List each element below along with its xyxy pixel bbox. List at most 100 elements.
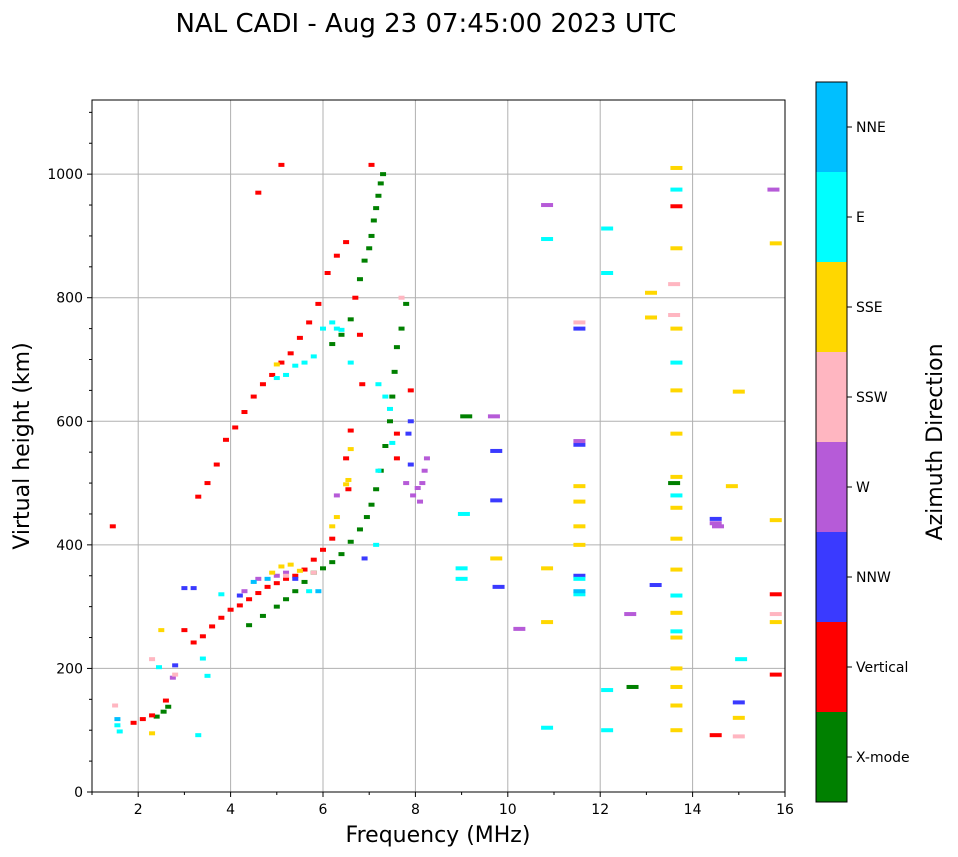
- point-e: [333, 326, 340, 331]
- colorbar-label-w: W: [856, 480, 870, 496]
- point-e: [320, 326, 326, 331]
- point-sse: [670, 610, 683, 615]
- point-ssw: [172, 672, 179, 677]
- point-e: [670, 493, 683, 498]
- point-vertical: [359, 382, 366, 387]
- point-ssw: [310, 570, 317, 575]
- point-vertical: [769, 592, 782, 597]
- point-ssw: [112, 703, 119, 708]
- point-x-mode: [386, 419, 393, 424]
- point-sse: [670, 505, 683, 510]
- point-nnw: [490, 448, 503, 453]
- point-nne: [315, 589, 322, 594]
- point-ssw: [149, 657, 156, 662]
- point-e: [347, 360, 354, 365]
- point-x-mode: [370, 218, 377, 223]
- point-sse: [670, 666, 683, 671]
- point-vertical: [310, 557, 317, 562]
- point-sse: [296, 568, 303, 573]
- point-vertical: [232, 425, 239, 430]
- x-axis: 2 4 6 8 10 12 14 16: [91, 792, 794, 818]
- point-vertical: [199, 634, 206, 639]
- point-e: [199, 656, 206, 661]
- point-nnw: [573, 573, 586, 578]
- point-vertical: [301, 567, 308, 572]
- colorbar-segment-sse: [816, 262, 847, 352]
- point-vertical: [190, 640, 197, 645]
- point-vertical: [162, 698, 169, 703]
- point-sse: [490, 556, 503, 561]
- point-w: [513, 626, 526, 631]
- point-w: [417, 499, 424, 504]
- point-vertical: [292, 573, 299, 578]
- point-sse: [670, 431, 683, 436]
- point-sse: [273, 362, 280, 367]
- point-vertical: [324, 271, 331, 275]
- point-ssw: [668, 282, 681, 287]
- point-sse: [769, 241, 782, 246]
- point-x-mode: [273, 604, 280, 609]
- point-vertical: [352, 295, 359, 300]
- point-sse: [670, 246, 683, 251]
- x-tick-label: 6: [319, 802, 328, 818]
- point-x-mode: [283, 597, 290, 602]
- point-e: [573, 592, 586, 597]
- point-w: [487, 414, 500, 419]
- point-x-mode: [393, 345, 400, 350]
- colorbar-segment-vertical: [816, 622, 847, 712]
- point-sse: [333, 515, 340, 520]
- point-e: [306, 589, 313, 594]
- point-nnw: [172, 663, 179, 668]
- colorbar-label-nne: NNE: [856, 120, 886, 136]
- point-nnw: [649, 583, 662, 588]
- point-vertical: [278, 162, 285, 167]
- point-vertical: [347, 428, 354, 433]
- point-w: [273, 573, 280, 578]
- point-e: [195, 733, 202, 738]
- point-e: [601, 271, 614, 275]
- colorbar: X-mode Vertical NNW W SSW SSE E NNE: [815, 81, 910, 803]
- point-e: [310, 354, 317, 359]
- point-e: [670, 629, 683, 634]
- point-vertical: [315, 301, 322, 306]
- point-sse: [670, 165, 683, 170]
- point-vertical: [345, 487, 352, 492]
- point-x-mode: [329, 342, 336, 347]
- y-tick-label: 800: [56, 291, 83, 307]
- point-e: [455, 576, 468, 581]
- point-nnw: [732, 700, 745, 705]
- point-vertical: [329, 536, 336, 541]
- point-x-mode: [460, 414, 473, 419]
- point-vertical: [278, 360, 285, 365]
- colorbar-segment-nne: [816, 82, 847, 172]
- point-nnw: [573, 442, 586, 447]
- x-tick-label: 8: [411, 802, 420, 818]
- point-nnw: [709, 516, 722, 521]
- point-x-mode: [160, 709, 167, 714]
- y-tick-label: 1000: [47, 167, 83, 183]
- point-sse: [278, 564, 285, 569]
- point-sse: [149, 731, 156, 736]
- point-x-mode: [356, 527, 363, 532]
- point-ssw: [573, 320, 586, 325]
- point-sse: [769, 620, 782, 625]
- x-tick-label: 16: [776, 802, 794, 818]
- point-w: [419, 481, 426, 486]
- point-vertical: [709, 733, 722, 738]
- point-x-mode: [153, 714, 160, 719]
- point-x-mode: [403, 301, 410, 306]
- point-x-mode: [668, 481, 681, 486]
- colorbar-segment-x-mode: [816, 712, 847, 802]
- point-ssw: [398, 295, 405, 300]
- point-vertical: [393, 431, 400, 436]
- point-sse: [345, 477, 352, 482]
- point-vertical: [393, 456, 400, 461]
- point-vertical: [343, 456, 350, 461]
- point-x-mode: [338, 552, 345, 557]
- point-vertical: [407, 388, 414, 393]
- x-tick-label: 14: [684, 802, 702, 818]
- point-ssw: [283, 573, 290, 578]
- point-vertical: [109, 524, 116, 529]
- y-tick-label: 400: [56, 538, 83, 554]
- point-x-mode: [329, 560, 336, 565]
